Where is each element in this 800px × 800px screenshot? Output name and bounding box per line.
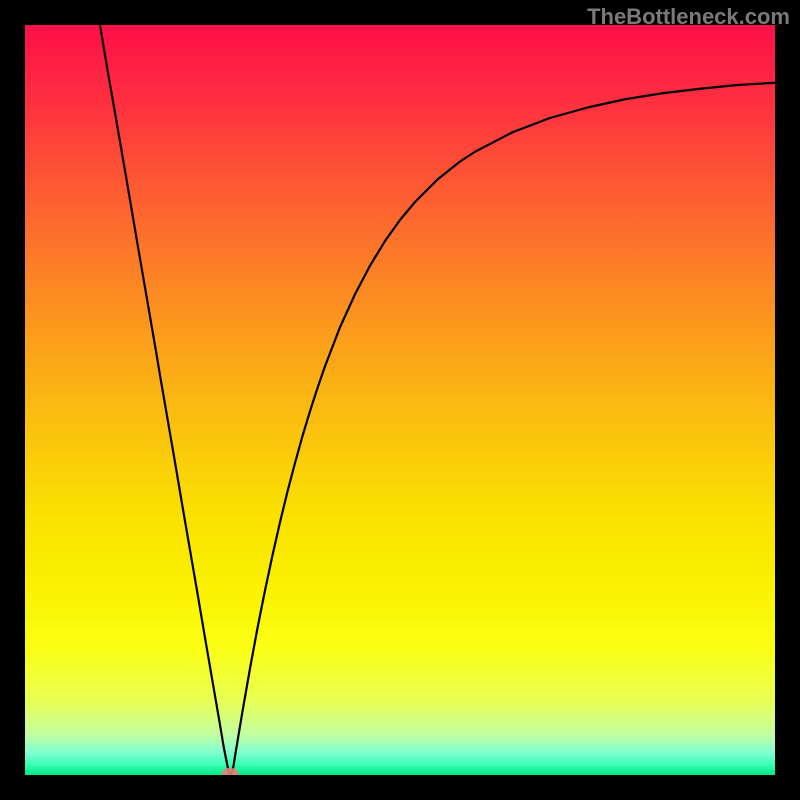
watermark-text: TheBottleneck.com [587,4,790,30]
plot-area [25,25,775,775]
chart-background [25,25,775,775]
chart-svg [25,25,775,775]
chart-container: TheBottleneck.com [0,0,800,800]
